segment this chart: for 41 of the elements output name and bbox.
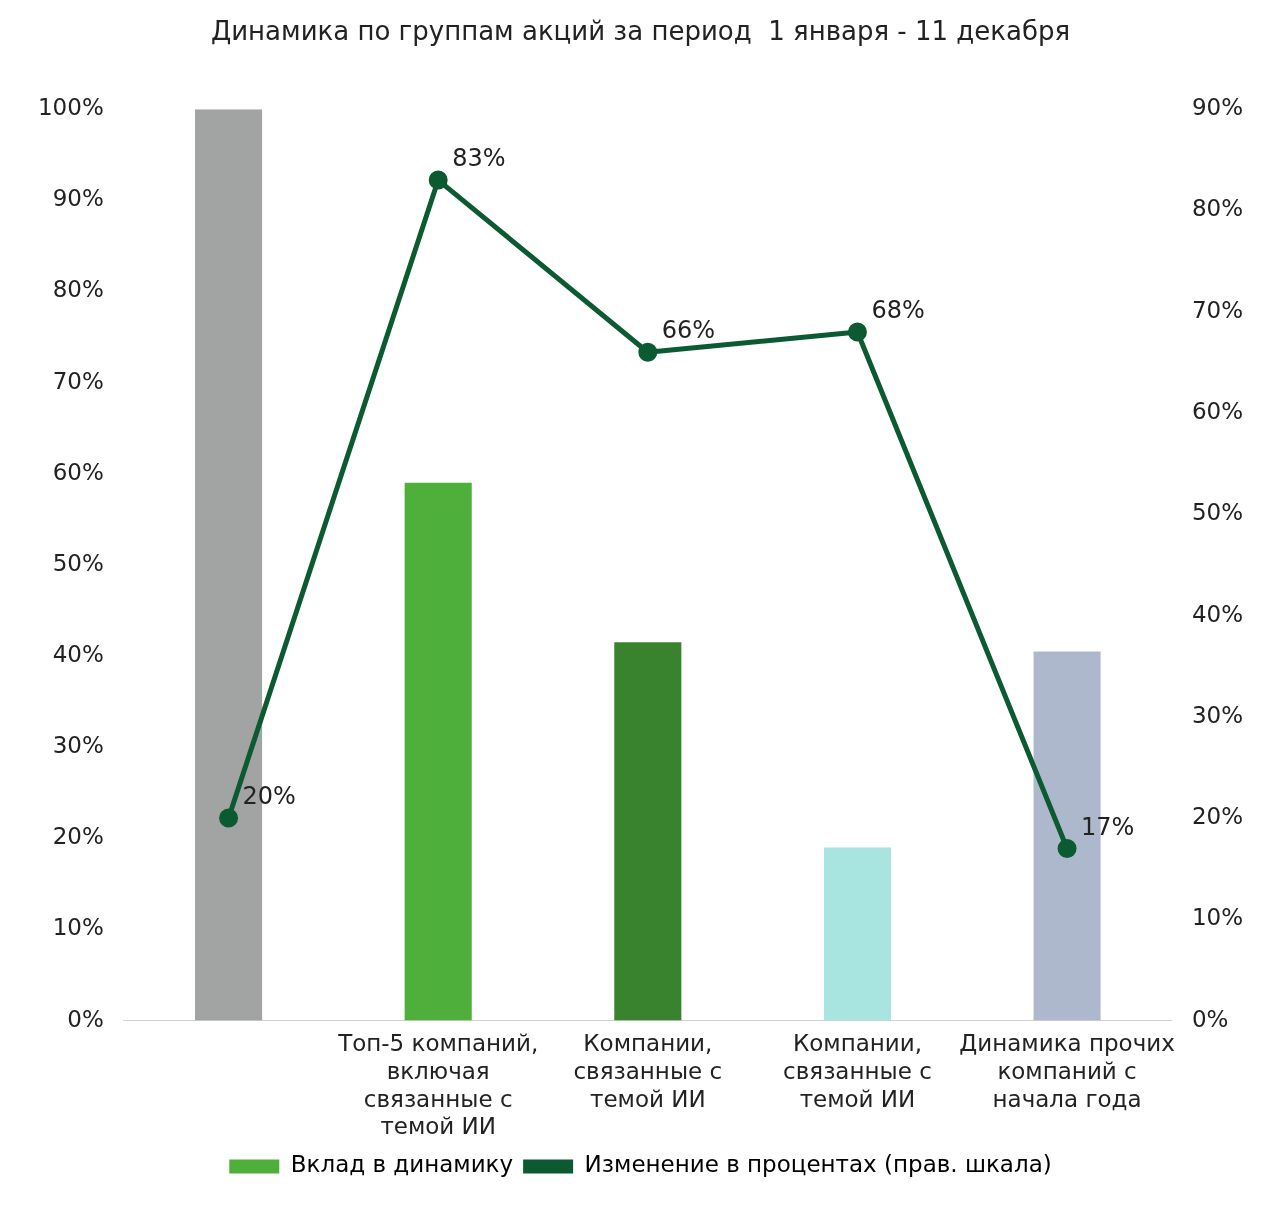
point bbox=[638, 342, 658, 362]
x-tick-label: Топ-5 компаний, включая связанные с темой ИИ bbox=[337, 1030, 539, 1140]
y-tick-label: 90% bbox=[52, 185, 104, 212]
point bbox=[847, 322, 867, 342]
y-tick-label: 0% bbox=[67, 1005, 104, 1032]
data-label: 68% bbox=[871, 296, 925, 325]
y2-tick-label: 0% bbox=[1191, 1005, 1229, 1032]
legend-label: Изменение в процентах (прав. шкала) bbox=[584, 1151, 1052, 1178]
y2-tick-label: 20% bbox=[1191, 803, 1243, 830]
y2-tick-label: 30% bbox=[1191, 701, 1243, 728]
y-tick-label: 60% bbox=[52, 458, 104, 485]
bar bbox=[404, 482, 472, 1021]
y-tick-label: 20% bbox=[52, 823, 104, 850]
y-tick-label: 40% bbox=[52, 641, 104, 668]
point bbox=[1057, 838, 1077, 858]
legend-label: Вклад в динамику bbox=[290, 1151, 514, 1178]
y-tick-label: 30% bbox=[52, 732, 104, 759]
bar bbox=[823, 847, 891, 1021]
y2-tick-label: 40% bbox=[1191, 600, 1243, 627]
y2-tick-label: 50% bbox=[1191, 499, 1243, 526]
y-tick-label: 50% bbox=[52, 549, 104, 576]
bar bbox=[614, 642, 682, 1021]
data-label: 83% bbox=[452, 144, 506, 173]
y2-tick-label: 90% bbox=[1191, 94, 1243, 121]
y2-tick-label: 60% bbox=[1191, 397, 1243, 424]
y2-tick-label: 80% bbox=[1191, 195, 1243, 222]
y2-tick-label: 70% bbox=[1191, 296, 1243, 323]
x-tick-label: Динамика прочих компаний с начала года bbox=[959, 1030, 1175, 1112]
y2-tick-label: 10% bbox=[1191, 904, 1243, 931]
chart-title: Динамика по группам акций за период 1 января - 11 декабря bbox=[210, 16, 1071, 47]
data-label: 66% bbox=[661, 316, 716, 345]
y-tick-label: 100% bbox=[37, 94, 104, 121]
point bbox=[428, 170, 448, 190]
x-tick-label: Компании, связанные с темой ИИ bbox=[573, 1030, 723, 1112]
x-tick-label: Компании, связанные с темой ИИ bbox=[783, 1030, 932, 1112]
y-tick-label: 10% bbox=[52, 914, 104, 941]
y-tick-label: 80% bbox=[52, 276, 104, 303]
y-tick-label: 70% bbox=[52, 367, 104, 394]
data-label: 20% bbox=[242, 782, 296, 811]
point bbox=[219, 808, 239, 828]
data-label: 17% bbox=[1081, 812, 1135, 841]
